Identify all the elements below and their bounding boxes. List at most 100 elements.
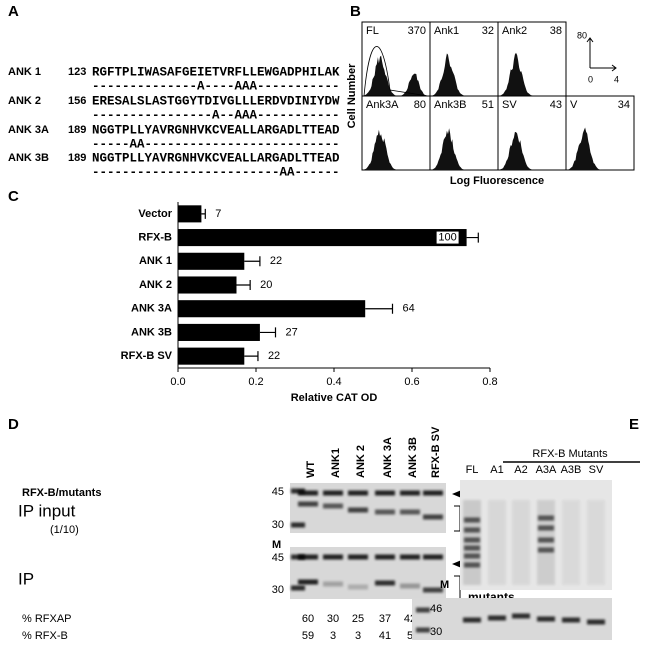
histogram <box>500 132 564 170</box>
category-label: ANK 1 <box>139 255 172 267</box>
gel-band <box>538 515 554 521</box>
sequence: NGGTPLLYAVRGNHVKCVEALLARGADLTTEAD <box>92 151 340 165</box>
panel-letter: D <box>8 416 19 433</box>
category-label: ANK 3A <box>131 303 172 315</box>
lane-label: A3B <box>561 464 582 476</box>
relative-percent: 64 <box>403 303 415 315</box>
category-label: RFX-B SV <box>121 350 173 362</box>
gel-band <box>423 587 443 593</box>
error-bar <box>365 303 394 314</box>
gel-band <box>375 490 395 496</box>
sequence-name: ANK 2 <box>8 95 41 107</box>
marker-label: M <box>272 539 281 551</box>
gel-note: (1/10) <box>50 524 79 536</box>
gel-band <box>323 490 343 496</box>
lane-label: A2 <box>514 464 527 476</box>
mutation: -------------------------AA------ <box>92 165 340 179</box>
gel-band <box>375 509 395 515</box>
gel-band <box>423 514 443 520</box>
gel-band <box>464 517 480 523</box>
lane-label: A3A <box>536 464 557 476</box>
error-bar <box>244 256 261 267</box>
gel-band <box>348 554 368 560</box>
gel-band <box>488 615 506 621</box>
histogram-label: Ank2 <box>502 25 527 37</box>
gel-band <box>464 562 480 568</box>
x-axis-label: Relative CAT OD <box>291 392 378 404</box>
pct-value: 59 <box>302 630 314 642</box>
mutation: -----AA-------------------------- <box>92 137 340 151</box>
sequence: RGFTPLIWASAFGEIETVRFLLEWGADPHILAK <box>92 65 340 79</box>
gel-upper <box>460 480 612 590</box>
histogram <box>364 55 428 96</box>
gel-band <box>298 501 318 507</box>
scale-x0: 0 <box>588 74 593 84</box>
lane-label: RFX-B SV <box>430 426 442 478</box>
error-bar <box>259 327 277 338</box>
gel-smear <box>488 500 506 585</box>
histogram <box>364 129 428 170</box>
bar <box>178 323 260 341</box>
histogram-value: 80 <box>414 99 426 111</box>
gel-label: IP input <box>18 501 76 520</box>
gel-band <box>323 554 343 560</box>
sequence-name: ANK 3B <box>8 152 49 164</box>
label-bg <box>436 231 459 244</box>
gel-band <box>400 490 420 496</box>
gel-band <box>298 490 318 496</box>
histogram <box>432 53 496 96</box>
error-bar <box>201 208 206 219</box>
bracket <box>454 505 461 532</box>
marker-size: 45 <box>272 486 284 498</box>
gel-band <box>400 509 420 515</box>
scale-y: 80 <box>577 30 587 40</box>
lane-label: SV <box>589 464 604 476</box>
y-axis-label: Cell Number <box>346 63 358 129</box>
x-tick-label: 0.6 <box>404 376 419 388</box>
gel-band <box>291 554 305 560</box>
relative-percent: 20 <box>260 279 272 291</box>
sequence-name: ANK 1 <box>8 66 41 78</box>
gel-label: IP <box>18 569 34 588</box>
gel-band <box>464 527 480 533</box>
start-residue: 123 <box>68 66 86 78</box>
gel-band <box>538 537 554 543</box>
gel-band <box>348 584 368 590</box>
gel-band <box>375 580 395 586</box>
gel-band <box>416 627 430 633</box>
lane-label: A1 <box>490 464 503 476</box>
scale-x1: 4 <box>614 74 619 84</box>
category-label: Vector <box>138 208 172 220</box>
pct-value: 5 <box>407 630 413 642</box>
bar <box>178 347 245 365</box>
marker-size: 45 <box>272 552 284 564</box>
lane-label: ANK 2 <box>355 445 367 478</box>
pct-value: 37 <box>379 613 391 625</box>
sequence-name: ANK 3A <box>8 124 49 136</box>
marker-size: 30 <box>272 584 284 596</box>
histogram-label: Ank3A <box>366 99 399 111</box>
gel-band <box>375 554 395 560</box>
gel-band <box>587 619 605 625</box>
panel-letter: E <box>629 416 639 433</box>
relative-percent: 22 <box>268 350 280 362</box>
pct-value: 60 <box>302 613 314 625</box>
x-tick-label: 0.2 <box>248 376 263 388</box>
histogram-label: V <box>570 99 578 111</box>
start-residue: 189 <box>68 152 86 164</box>
gel-band <box>298 554 318 560</box>
error-bar <box>466 232 479 243</box>
lane-label: ANK 3A <box>382 437 394 478</box>
gel-band <box>538 525 554 531</box>
histogram-value: 43 <box>550 99 562 111</box>
gel-band <box>323 503 343 509</box>
gel-band <box>298 579 318 585</box>
histogram-label: SV <box>502 99 517 111</box>
start-residue: 189 <box>68 124 86 136</box>
gel-band <box>463 617 481 623</box>
category-label: RFX-B <box>138 231 172 243</box>
histogram-value: 34 <box>618 99 630 111</box>
gel-band <box>423 490 443 496</box>
category-label: ANK 3B <box>131 326 172 338</box>
marker-label: M <box>440 579 449 591</box>
